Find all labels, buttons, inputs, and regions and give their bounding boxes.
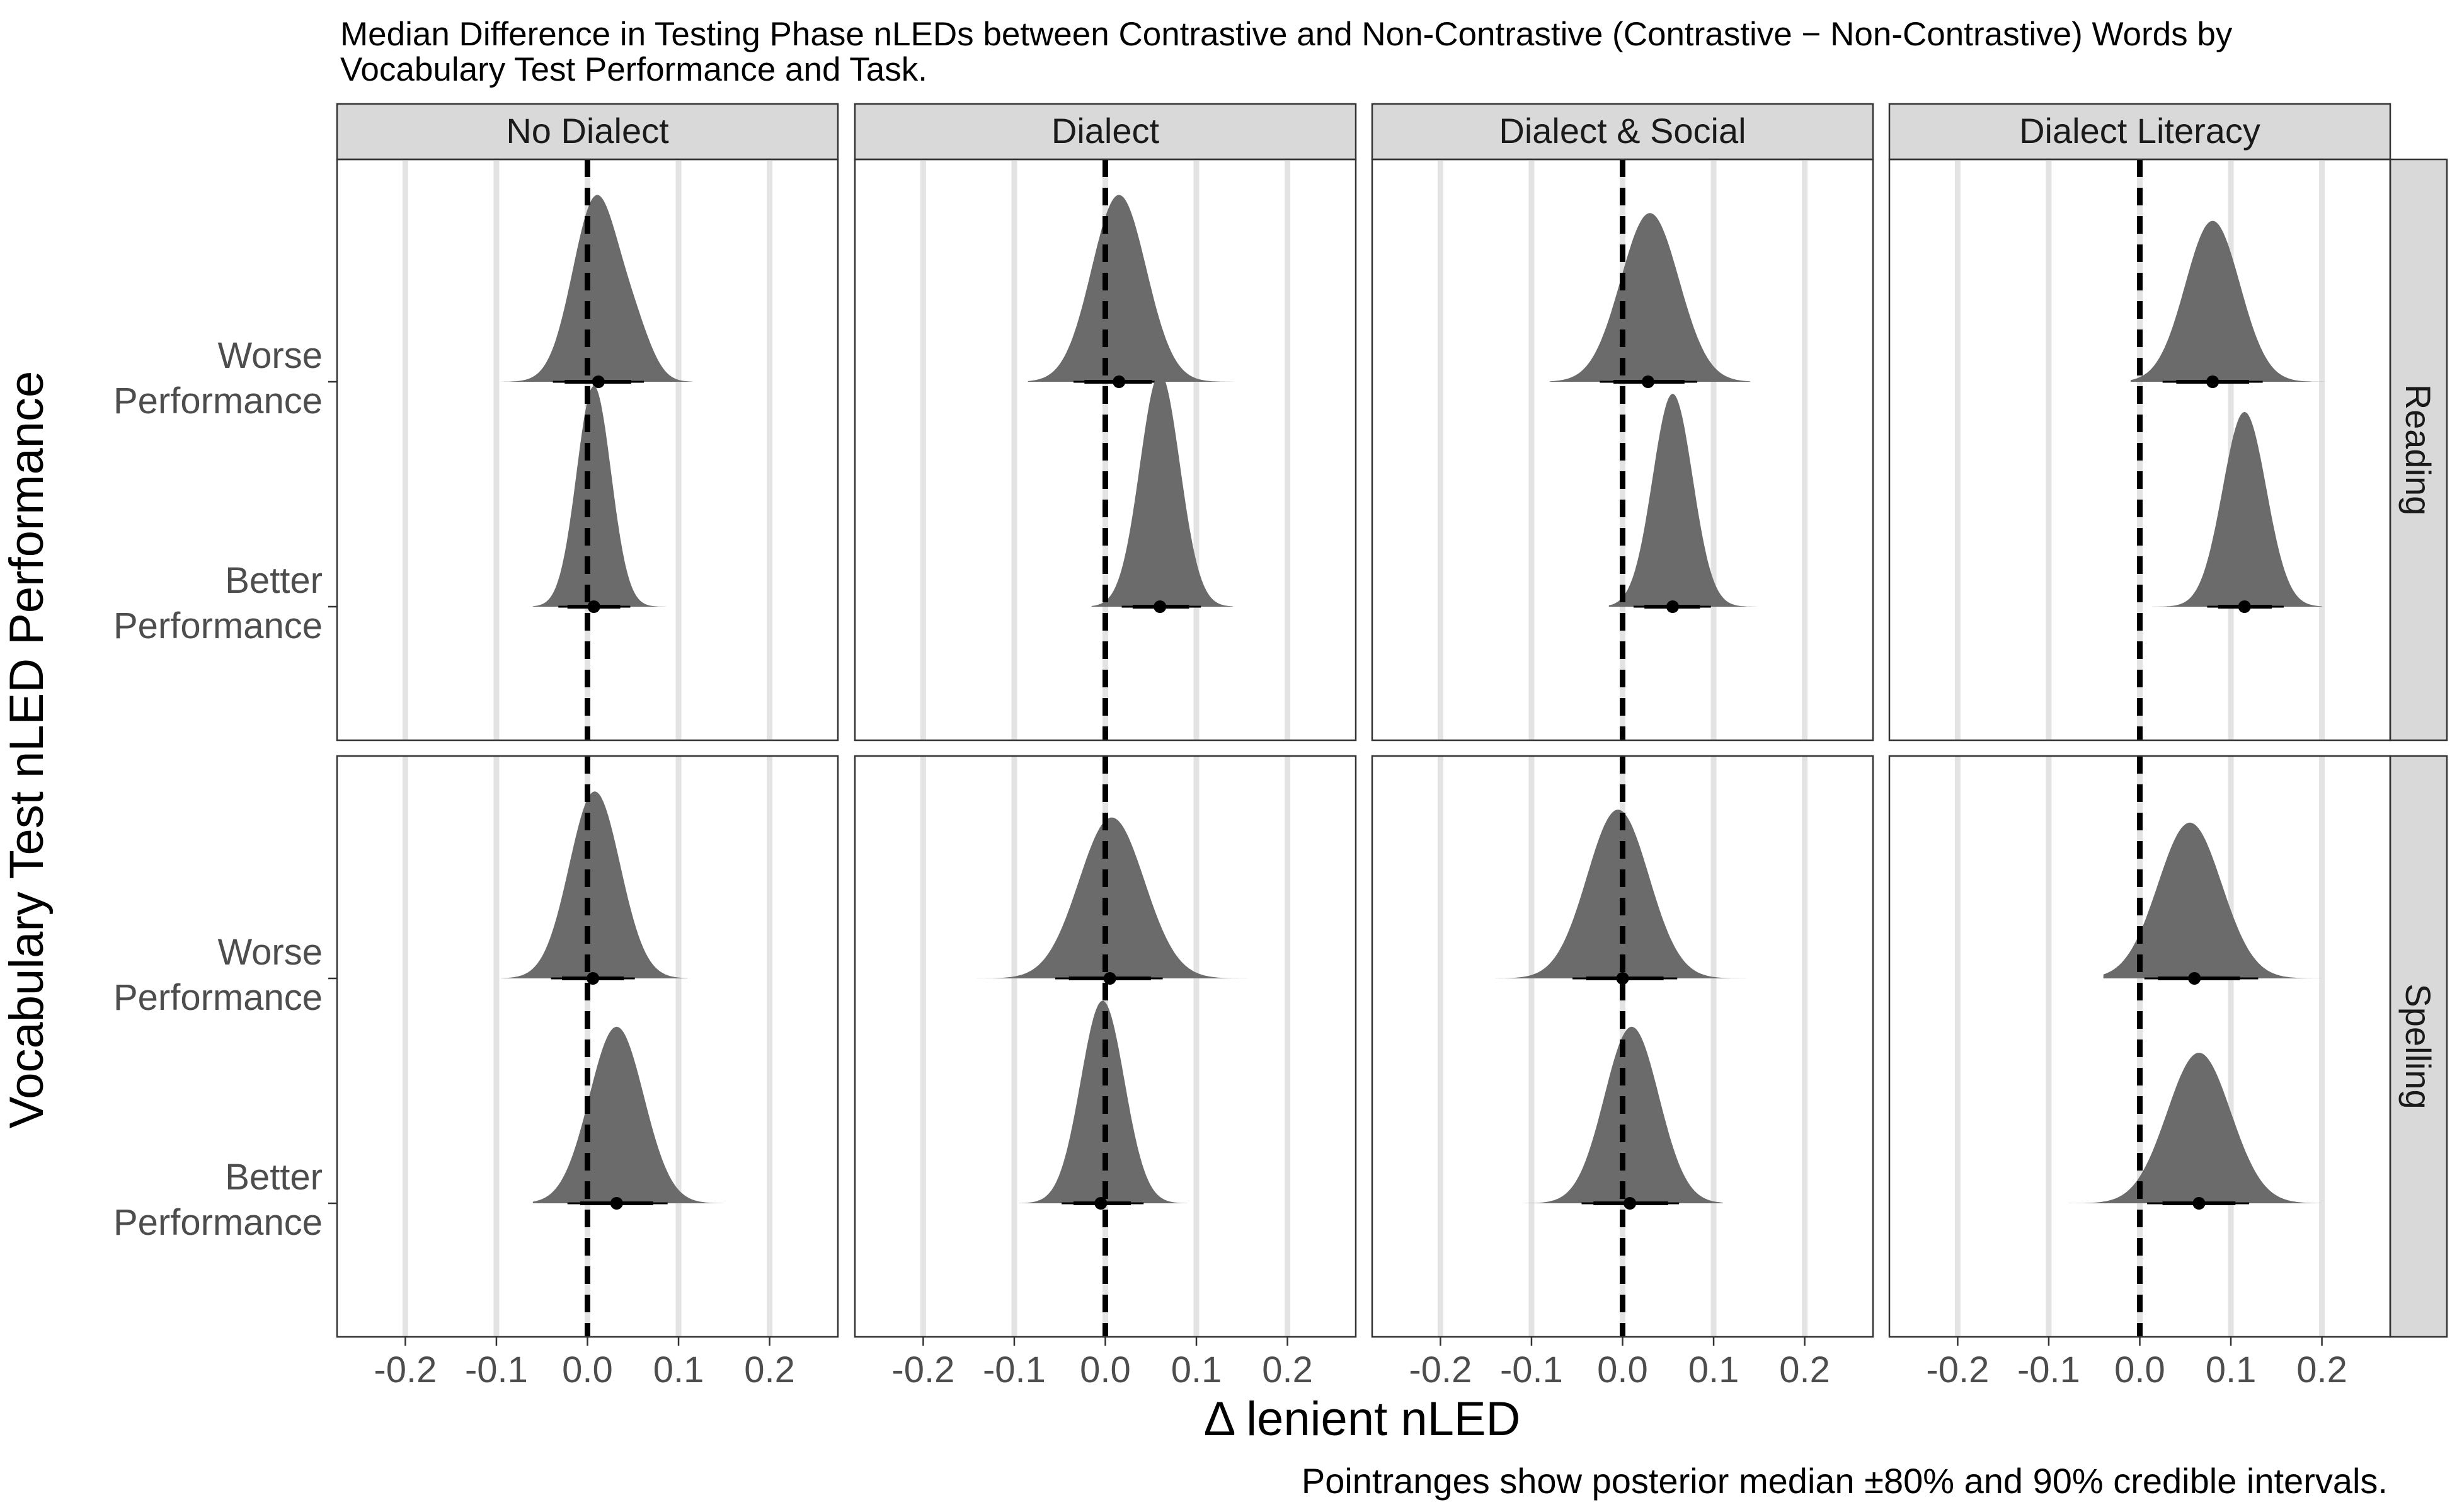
facet-strip-label: Dialect [1051,111,1160,151]
density-better [2049,1053,2322,1203]
panel-reading-dialect-literacy [1888,158,2391,742]
x-tick-label: 0.2 [2296,1349,2347,1390]
median-point [610,1197,623,1210]
median-point [1154,600,1167,613]
plot-area: No Dialect Dialect Dialect & Social Dialect… [113,103,2448,1390]
facet-strip-label: Spelling [2398,983,2438,1109]
x-tick-label: -0.2 [891,1349,954,1390]
x-tick-label: 0.0 [1080,1349,1131,1390]
median-point [1103,972,1116,985]
panel-spelling-dialect-social [1371,755,1874,1338]
density-better [532,386,668,607]
panel-border [336,158,839,742]
x-tick-label: 0.0 [2114,1349,2165,1390]
x-tick-label: 0.0 [562,1349,613,1390]
y-tick-label: Performance [113,381,323,421]
chart-title-line-1: Median Difference in Testing Phase nLEDs… [340,16,2233,53]
panel-border [854,158,1357,742]
panel-border [1371,158,1874,742]
density-better [1522,1026,1723,1203]
median-point [1641,375,1654,388]
panel-border [1888,158,2391,742]
facet-strip-dialect-literacy [1888,103,2391,161]
x-tick-label: 0.1 [1171,1349,1222,1390]
y-tick-label: Performance [113,977,323,1018]
x-tick-label: -0.1 [983,1349,1046,1390]
facet-strip-dialect [854,103,1357,161]
density-worse [501,195,692,382]
panel-reading-dialect [854,158,1357,742]
x-tick-label: -0.2 [1926,1349,1989,1390]
median-point [1666,600,1679,613]
x-tick-label: 0.1 [2206,1349,2257,1390]
y-tick-label: Performance [113,1202,323,1243]
median-point [587,600,600,613]
facet-strip-label: Dialect Literacy [2019,111,2260,151]
density-better [1091,373,1233,607]
density-better [2149,412,2322,607]
x-tick-label: -0.2 [374,1349,437,1390]
y-tick-label: Better [225,1157,323,1198]
x-tick-label: -0.2 [1409,1349,1472,1390]
panel-spelling-dialect-literacy [1888,755,2391,1338]
median-point [592,375,605,388]
median-point [1113,375,1126,388]
y-tick-label: Worse [217,932,323,973]
x-tick-label: 0.1 [653,1349,704,1390]
facet-strip-dialect-social [1371,103,1874,161]
median-point [1616,972,1629,985]
density-worse [1549,213,1750,382]
y-tick-label: Better [225,560,323,601]
median-point [1624,1197,1637,1210]
chart-caption: Pointranges show posterior median ±80% a… [1302,1461,2388,1501]
x-tick-label: -0.1 [1500,1349,1563,1390]
density-worse [1495,810,1760,978]
median-point [587,972,600,985]
facet-strip-label: Reading [2398,384,2438,516]
panel-reading-dialect-social [1371,158,1874,742]
y-tick-label: Performance [113,605,323,646]
panel-reading-no-dialect [336,158,839,742]
facet-strip-reading [2389,158,2448,742]
panel-spelling-dialect [854,755,1357,1338]
median-point [2238,600,2251,613]
density-worse [968,817,1256,978]
density-worse [1028,195,1242,382]
x-tick-label: 0.2 [1779,1349,1830,1390]
x-axis-title: Δ lenient nLED [1204,1392,1521,1446]
y-tick-label: Worse [217,335,323,376]
median-point [2192,1197,2206,1210]
median-point [2188,972,2201,985]
facet-strip-label: No Dialect [506,111,669,151]
x-tick-label: 0.2 [1262,1349,1313,1390]
density-worse [2103,822,2354,978]
density-worse [2131,220,2349,382]
chart-title-line-2: Vocabulary Test Performance and Task. [340,51,927,88]
y-axis-title: Vocabulary Test nLED Performance [0,371,54,1129]
panel-spelling-no-dialect [336,755,839,1338]
x-tick-label: 0.2 [744,1349,795,1390]
facet-strip-no-dialect [336,103,839,161]
x-tick-label: 0.1 [1688,1349,1739,1390]
density-better [532,1026,724,1203]
density-worse [501,791,688,978]
x-tick-label: 0.0 [1597,1349,1648,1390]
median-point [1094,1197,1108,1210]
x-tick-label: -0.1 [465,1349,528,1390]
median-point [2206,375,2219,388]
x-tick-label: -0.1 [2017,1349,2080,1390]
density-better [1608,394,1760,607]
facet-strip-label: Dialect & Social [1499,111,1746,151]
